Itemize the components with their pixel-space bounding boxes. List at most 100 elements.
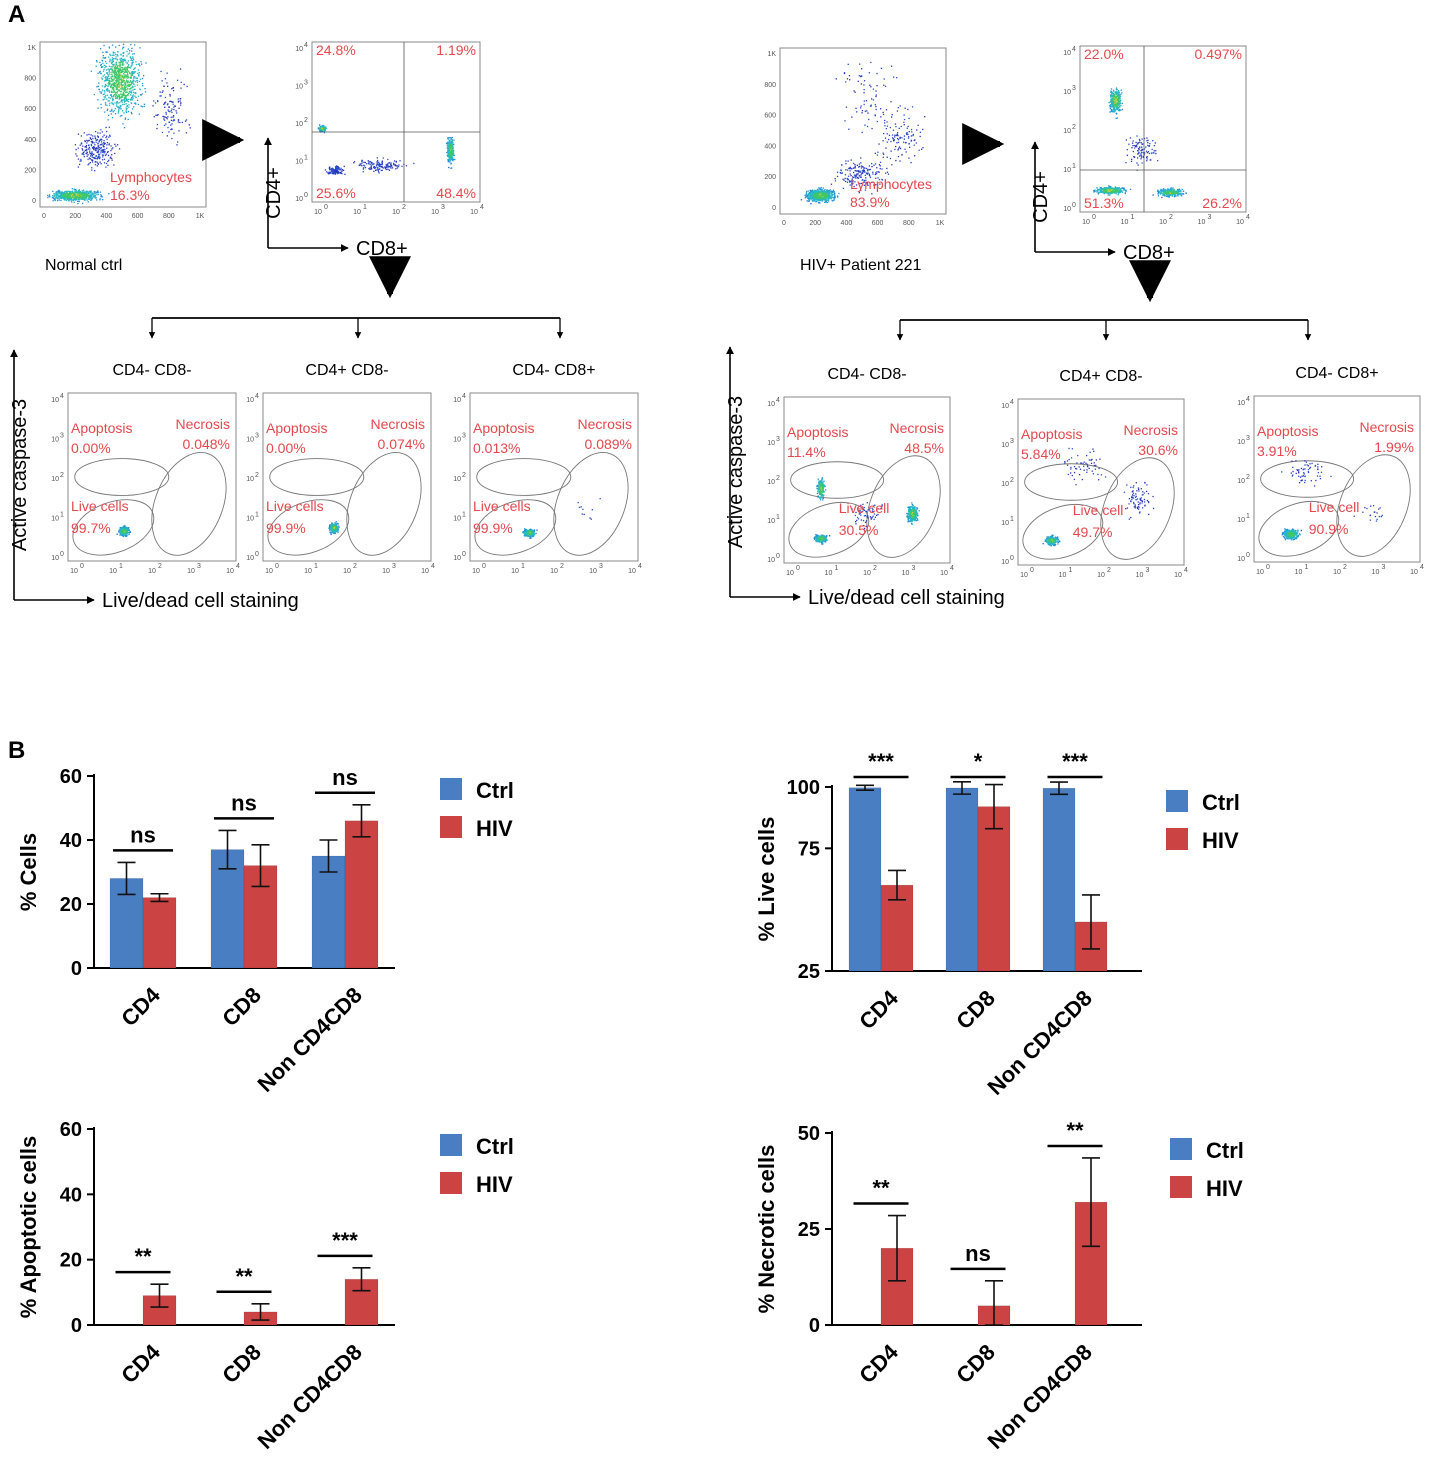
event-dot <box>826 190 829 192</box>
event-dot <box>370 168 373 170</box>
event-dot <box>89 195 91 197</box>
event-dot <box>855 170 857 172</box>
event-dot <box>103 142 105 144</box>
event-dot <box>88 198 90 201</box>
event-dot <box>832 193 834 196</box>
event-dot <box>122 52 124 55</box>
event-dot <box>368 162 370 165</box>
event-dot <box>831 193 833 195</box>
event-dot <box>127 65 130 67</box>
event-dot <box>104 148 106 151</box>
event-dot <box>894 134 896 136</box>
event-dot <box>115 88 117 90</box>
event-dot <box>861 170 863 172</box>
event-dot <box>101 196 103 198</box>
event-dot <box>127 80 129 82</box>
event-dot <box>825 200 828 202</box>
event-dot <box>130 66 132 68</box>
event-dot <box>172 101 174 103</box>
event-dot <box>387 165 389 167</box>
event-dot <box>396 165 398 167</box>
event-dot <box>128 92 130 94</box>
event-dot <box>336 530 338 533</box>
event-dot <box>107 100 109 102</box>
event-dot <box>1111 93 1113 95</box>
event-dot <box>125 535 127 537</box>
event-dot <box>599 498 601 500</box>
event-dot <box>74 198 76 201</box>
event-dot <box>880 116 882 118</box>
event-dot <box>89 137 92 140</box>
event-dot <box>337 528 339 531</box>
event-dot <box>333 171 335 173</box>
event-dot <box>91 152 93 155</box>
event-dot <box>449 142 451 144</box>
event-dot <box>93 192 95 195</box>
event-dot <box>118 70 120 73</box>
event-dot <box>119 528 121 530</box>
event-dot <box>47 196 49 199</box>
event-dot <box>121 96 124 98</box>
event-dot <box>375 169 377 171</box>
event-dot <box>82 194 84 196</box>
event-dot <box>127 110 130 113</box>
event-dot <box>833 197 835 199</box>
event-dot <box>852 182 854 184</box>
y-log-tick: 10 <box>246 437 254 444</box>
event-dot <box>124 529 126 531</box>
x-tick-label: 0 <box>42 213 46 220</box>
x-log-exponent: 0 <box>80 563 84 570</box>
event-dot <box>824 189 826 191</box>
event-dot <box>859 171 861 173</box>
event-dot <box>119 75 121 77</box>
event-dot <box>131 108 134 110</box>
event-dot <box>108 136 110 138</box>
event-dot <box>112 78 114 81</box>
event-dot <box>114 80 116 82</box>
event-dot <box>842 178 844 180</box>
x-log-exponent: 4 <box>236 563 240 570</box>
event-dot <box>874 173 876 176</box>
event-dot <box>75 193 77 195</box>
event-dot <box>859 165 861 168</box>
event-dot <box>101 77 103 79</box>
event-dot <box>811 196 813 199</box>
quadrant-upper-left: 24.8% <box>316 42 356 58</box>
x-log-exponent: 3 <box>599 563 603 570</box>
event-dot <box>55 195 57 197</box>
event-dot <box>874 152 876 154</box>
event-dot <box>79 195 82 197</box>
event-dot <box>84 192 86 194</box>
event-dot <box>105 166 107 168</box>
event-dot <box>529 537 531 539</box>
event-dot <box>391 165 393 167</box>
event-dot <box>58 199 60 201</box>
event-dot <box>108 65 111 67</box>
event-dot <box>129 76 131 79</box>
event-dot <box>847 175 850 177</box>
event-dot <box>893 76 895 78</box>
event-dot <box>869 176 872 178</box>
event-dot <box>131 70 133 73</box>
event-dot <box>824 196 826 198</box>
event-dot <box>118 44 120 47</box>
event-dot <box>577 501 579 504</box>
y-log-exponent: 2 <box>304 117 308 124</box>
event-dot <box>453 139 455 141</box>
live-cells-percent: 99.9% <box>266 520 306 536</box>
event-dot <box>163 103 165 105</box>
event-dot <box>825 192 827 194</box>
event-dot <box>120 526 122 529</box>
event-dot <box>853 171 855 174</box>
event-dot <box>133 59 135 61</box>
event-dot <box>806 194 808 196</box>
event-dot <box>856 164 858 166</box>
event-dot <box>363 161 365 163</box>
event-dot <box>847 178 849 180</box>
event-dot <box>901 154 903 156</box>
event-dot <box>847 63 849 65</box>
event-dot <box>396 167 398 169</box>
event-dot <box>822 193 824 195</box>
y-log-tick: 10 <box>246 397 254 404</box>
event-dot <box>907 133 909 136</box>
